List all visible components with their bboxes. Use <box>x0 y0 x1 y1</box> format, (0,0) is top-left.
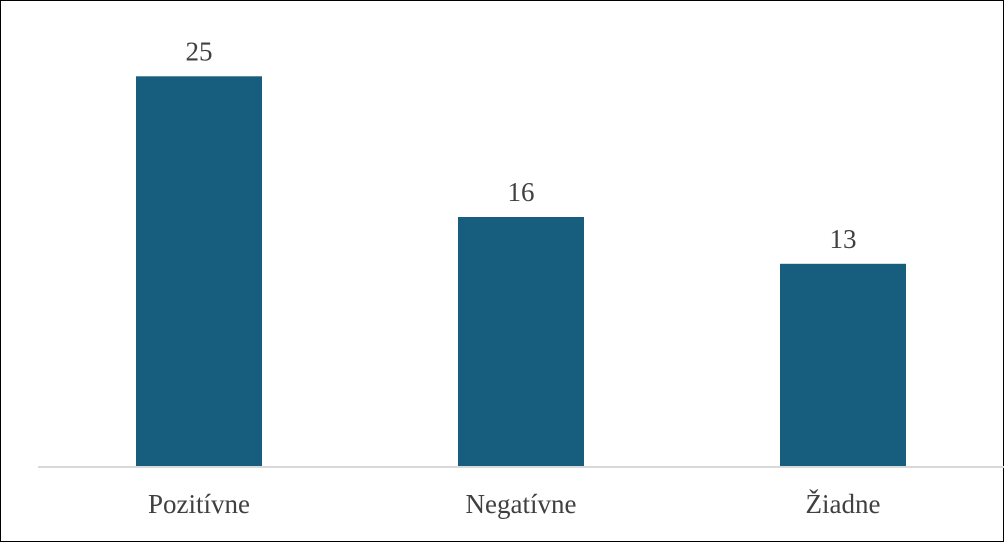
bars-layer <box>136 76 906 468</box>
bar-3 <box>780 263 906 467</box>
x-tick-labels-layer: Pozitívne Negatívne Žiadne <box>148 489 880 519</box>
data-label-3: 13 <box>830 224 857 254</box>
bar-2 <box>458 217 584 467</box>
data-label-2: 16 <box>508 177 535 207</box>
data-labels-layer: 25 16 13 <box>186 36 857 254</box>
data-label-1: 25 <box>186 36 213 66</box>
x-tick-label-1: Pozitívne <box>148 489 250 519</box>
x-tick-label-3: Žiadne <box>806 489 881 519</box>
bar-1 <box>136 76 262 468</box>
x-tick-label-2: Negatívne <box>466 489 577 519</box>
